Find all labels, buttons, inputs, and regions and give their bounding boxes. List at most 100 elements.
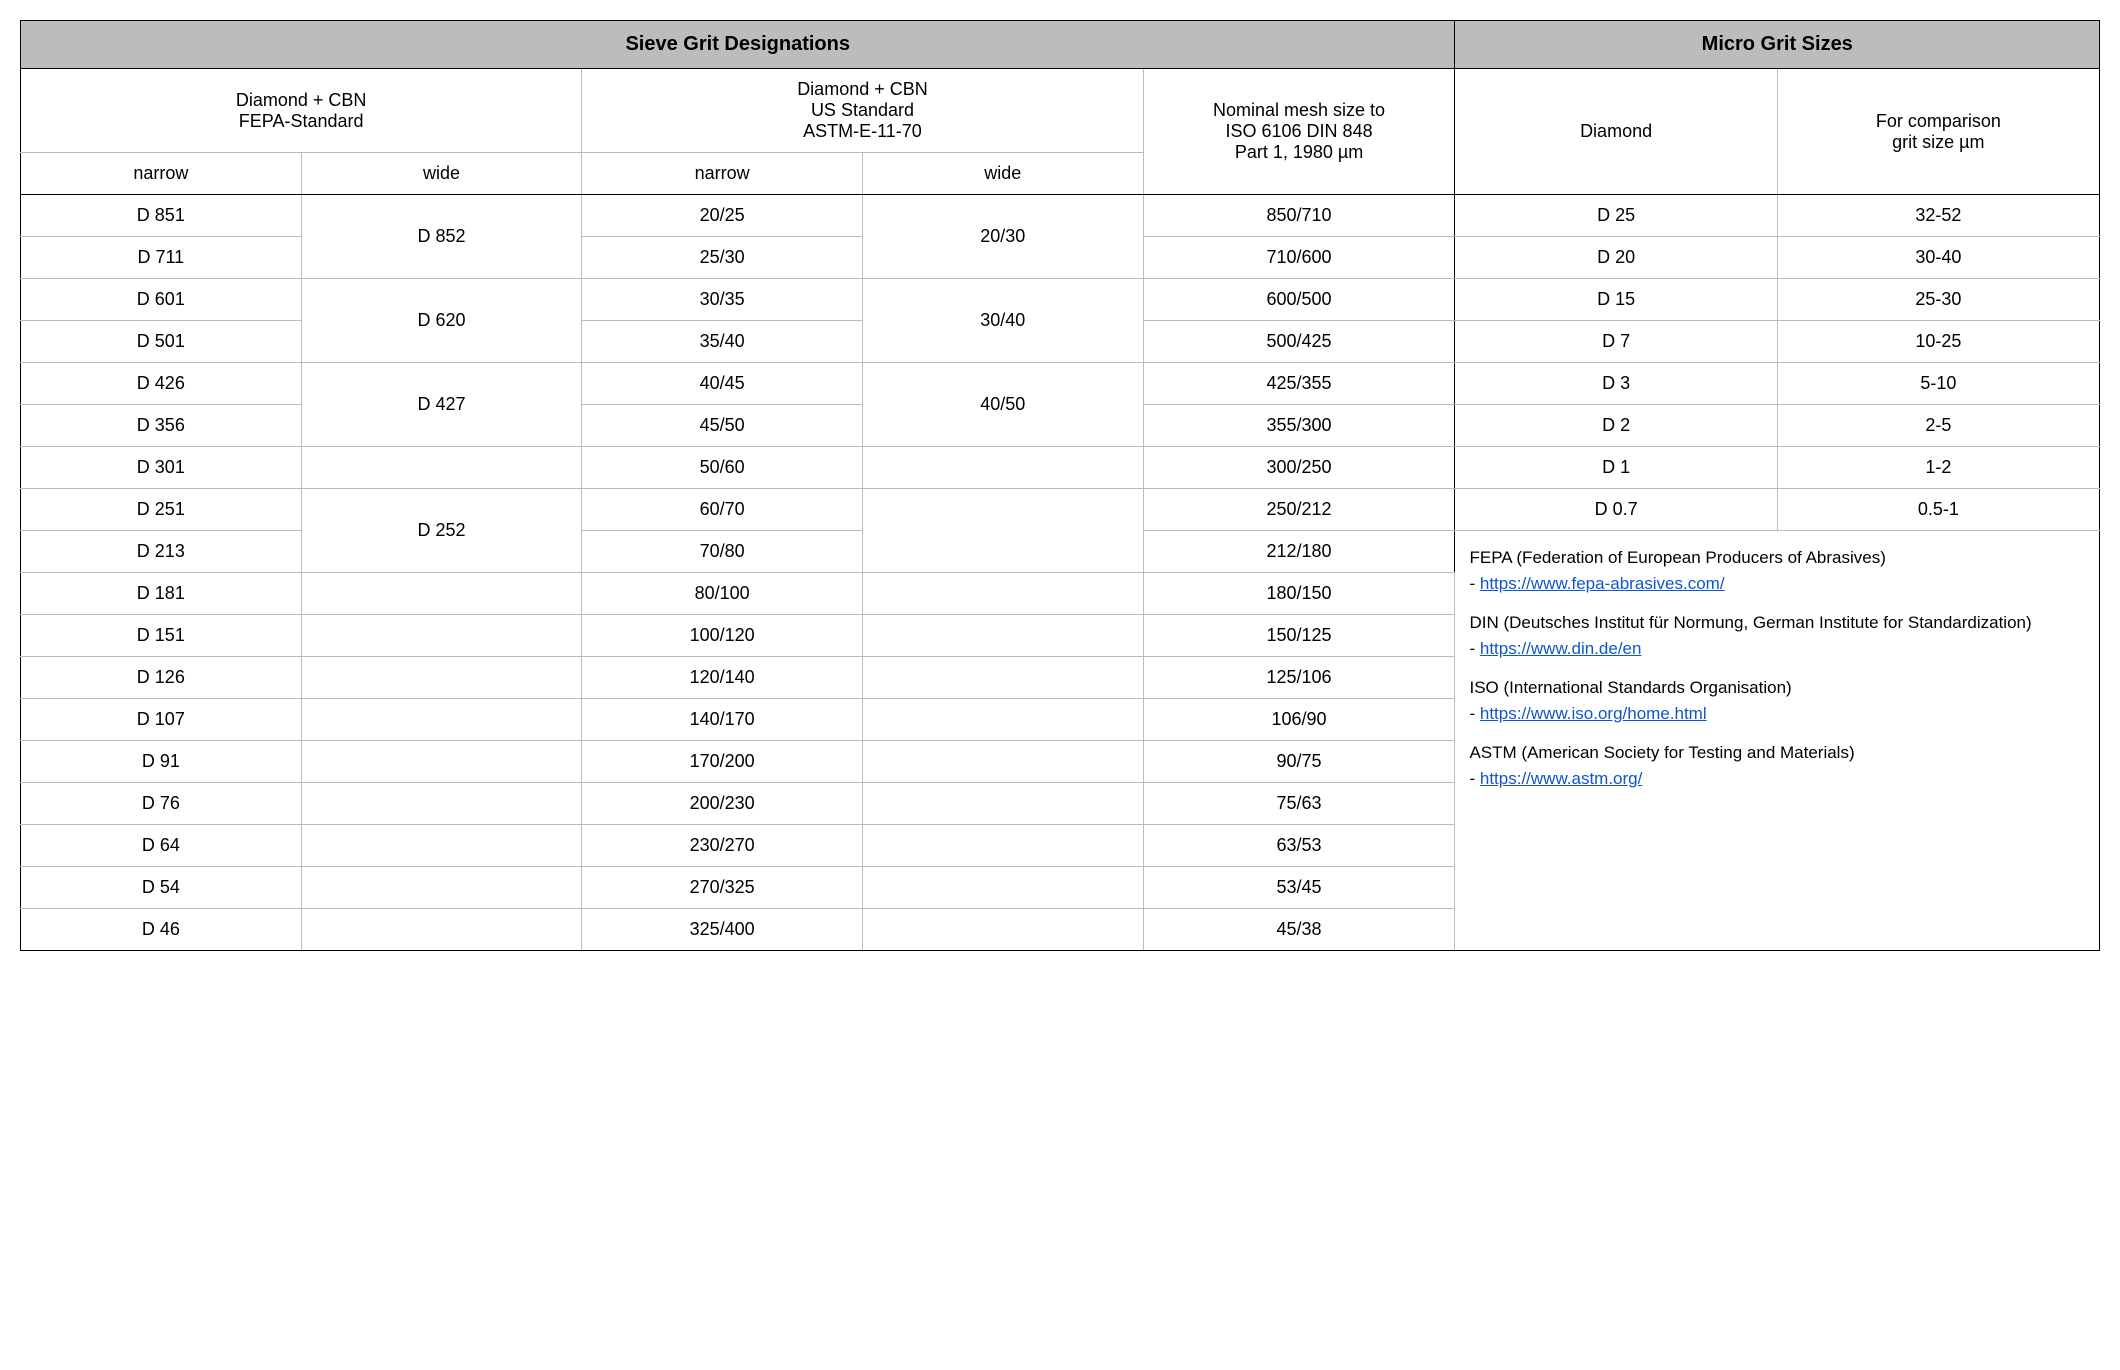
cell-us-wide — [862, 489, 1143, 573]
cell-us-wide — [862, 615, 1143, 657]
header-micro-diamond: Diamond — [1455, 69, 1777, 195]
cell-fepa-wide: D 427 — [301, 363, 582, 447]
cell-us-wide — [862, 699, 1143, 741]
cell-micro-diamond: D 25 — [1455, 195, 1777, 237]
cell-iso-mesh: 300/250 — [1143, 447, 1455, 489]
cell-us-wide — [862, 741, 1143, 783]
cell-fepa-narrow: D 851 — [21, 195, 302, 237]
cell-iso-mesh: 710/600 — [1143, 237, 1455, 279]
header-us: Diamond + CBN US Standard ASTM-E-11-70 — [582, 69, 1143, 153]
cell-fepa-narrow: D 601 — [21, 279, 302, 321]
note-din-link[interactable]: https://www.din.de/en — [1480, 639, 1642, 658]
cell-us-narrow: 50/60 — [582, 447, 863, 489]
cell-fepa-narrow: D 126 — [21, 657, 302, 699]
cell-us-narrow: 20/25 — [582, 195, 863, 237]
notes-block: FEPA (Federation of European Producers o… — [1455, 531, 2100, 951]
cell-us-wide: 40/50 — [862, 363, 1143, 447]
cell-iso-mesh: 150/125 — [1143, 615, 1455, 657]
cell-micro-diamond: D 7 — [1455, 321, 1777, 363]
table-subheader-row: Diamond + CBN FEPA-Standard Diamond + CB… — [21, 69, 2100, 153]
cell-iso-mesh: 850/710 — [1143, 195, 1455, 237]
cell-micro-um: 10-25 — [1777, 321, 2099, 363]
grit-table: Sieve Grit Designations Micro Grit Sizes… — [20, 20, 2100, 951]
cell-us-narrow: 100/120 — [582, 615, 863, 657]
table-row: D 251D 25260/70250/212D 0.70.5-1 — [21, 489, 2100, 531]
table-row: D 30150/60300/250D 11-2 — [21, 447, 2100, 489]
note-iso-label: ISO (International Standards Organisatio… — [1469, 678, 1791, 697]
cell-us-wide: 30/40 — [862, 279, 1143, 363]
cell-us-narrow: 45/50 — [582, 405, 863, 447]
cell-micro-um: 32-52 — [1777, 195, 2099, 237]
cell-fepa-narrow: D 151 — [21, 615, 302, 657]
cell-us-wide — [862, 447, 1143, 489]
cell-iso-mesh: 500/425 — [1143, 321, 1455, 363]
cell-fepa-wide — [301, 573, 582, 615]
header-sieve: Sieve Grit Designations — [21, 21, 1455, 69]
cell-iso-mesh: 63/53 — [1143, 825, 1455, 867]
header-micro-compare-l1: For comparison — [1876, 111, 2001, 131]
note-fepa-link[interactable]: https://www.fepa-abrasives.com/ — [1480, 574, 1725, 593]
note-iso-link[interactable]: https://www.iso.org/home.html — [1480, 704, 1707, 723]
header-micro-compare-l2: grit size µm — [1892, 132, 1984, 152]
table-row: D 426D 42740/4540/50425/355D 35-10 — [21, 363, 2100, 405]
note-astm-label: ASTM (American Society for Testing and M… — [1469, 743, 1854, 762]
header-iso: Nominal mesh size to ISO 6106 DIN 848 Pa… — [1143, 69, 1455, 195]
cell-iso-mesh: 355/300 — [1143, 405, 1455, 447]
cell-fepa-narrow: D 301 — [21, 447, 302, 489]
cell-fepa-narrow: D 76 — [21, 783, 302, 825]
cell-fepa-wide: D 252 — [301, 489, 582, 573]
cell-micro-um: 5-10 — [1777, 363, 2099, 405]
header-iso-line3: Part 1, 1980 µm — [1235, 142, 1363, 162]
cell-us-wide: 20/30 — [862, 195, 1143, 279]
header-fepa: Diamond + CBN FEPA-Standard — [21, 69, 582, 153]
cell-fepa-wide — [301, 447, 582, 489]
cell-fepa-wide — [301, 783, 582, 825]
cell-micro-diamond: D 1 — [1455, 447, 1777, 489]
cell-us-narrow: 325/400 — [582, 909, 863, 951]
header-us-line2: US Standard — [811, 100, 914, 120]
cell-fepa-narrow: D 711 — [21, 237, 302, 279]
cell-micro-diamond: D 15 — [1455, 279, 1777, 321]
cell-us-narrow: 25/30 — [582, 237, 863, 279]
header-fepa-line1: Diamond + CBN — [236, 90, 367, 110]
header-iso-line1: Nominal mesh size to — [1213, 100, 1385, 120]
cell-micro-diamond: D 20 — [1455, 237, 1777, 279]
note-astm-link[interactable]: https://www.astm.org/ — [1480, 769, 1643, 788]
cell-us-narrow: 230/270 — [582, 825, 863, 867]
header-us-line1: Diamond + CBN — [797, 79, 928, 99]
cell-fepa-wide: D 852 — [301, 195, 582, 279]
cell-fepa-wide — [301, 657, 582, 699]
cell-iso-mesh: 75/63 — [1143, 783, 1455, 825]
cell-us-narrow: 270/325 — [582, 867, 863, 909]
cell-fepa-narrow: D 181 — [21, 573, 302, 615]
cell-us-narrow: 35/40 — [582, 321, 863, 363]
cell-micro-um: 2-5 — [1777, 405, 2099, 447]
cell-iso-mesh: 125/106 — [1143, 657, 1455, 699]
table-row: D 851D 85220/2520/30850/710D 2532-52 — [21, 195, 2100, 237]
cell-fepa-narrow: D 426 — [21, 363, 302, 405]
cell-us-wide — [862, 867, 1143, 909]
table-header-row: Sieve Grit Designations Micro Grit Sizes — [21, 21, 2100, 69]
cell-fepa-narrow: D 46 — [21, 909, 302, 951]
header-us-narrow: narrow — [582, 153, 863, 195]
cell-micro-um: 30-40 — [1777, 237, 2099, 279]
cell-us-wide — [862, 825, 1143, 867]
cell-us-narrow: 30/35 — [582, 279, 863, 321]
note-fepa-label: FEPA (Federation of European Producers o… — [1469, 548, 1885, 567]
cell-us-narrow: 200/230 — [582, 783, 863, 825]
cell-iso-mesh: 106/90 — [1143, 699, 1455, 741]
cell-fepa-narrow: D 356 — [21, 405, 302, 447]
cell-iso-mesh: 180/150 — [1143, 573, 1455, 615]
cell-micro-diamond: D 3 — [1455, 363, 1777, 405]
header-fepa-wide: wide — [301, 153, 582, 195]
cell-iso-mesh: 425/355 — [1143, 363, 1455, 405]
cell-fepa-wide — [301, 741, 582, 783]
cell-us-narrow: 40/45 — [582, 363, 863, 405]
cell-iso-mesh: 90/75 — [1143, 741, 1455, 783]
cell-micro-um: 25-30 — [1777, 279, 2099, 321]
cell-fepa-narrow: D 501 — [21, 321, 302, 363]
cell-fepa-wide — [301, 825, 582, 867]
header-fepa-line2: FEPA-Standard — [239, 111, 364, 131]
cell-iso-mesh: 250/212 — [1143, 489, 1455, 531]
cell-iso-mesh: 53/45 — [1143, 867, 1455, 909]
